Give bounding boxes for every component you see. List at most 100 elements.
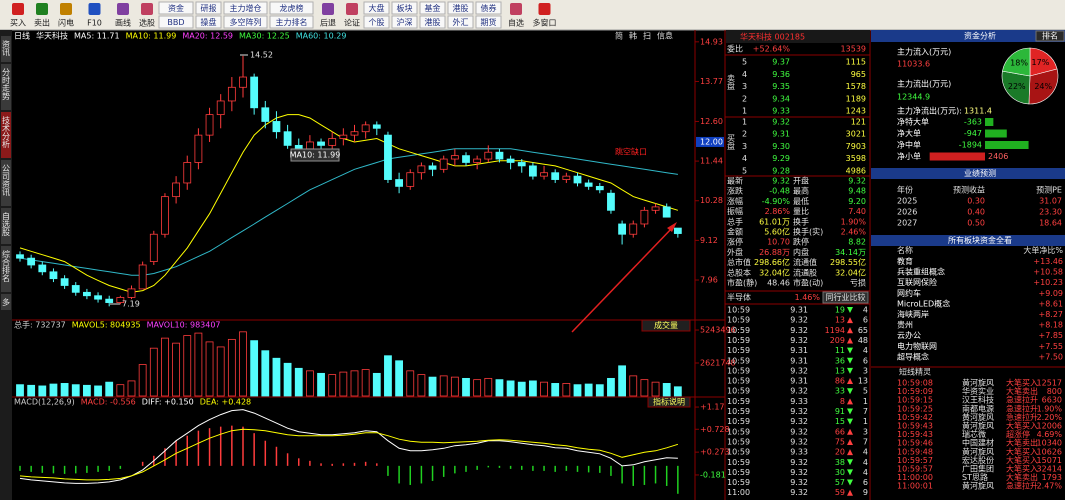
tick-volume: 86 [835, 377, 845, 386]
volume-bar [71, 384, 80, 397]
dea-line [19, 428, 679, 481]
sprite-cell: 10340 [1037, 439, 1062, 448]
toolbar-label[interactable]: 买入 [10, 19, 26, 28]
high-label: 14.52 [250, 51, 273, 60]
toolbar-label[interactable]: 多窗口 [533, 18, 557, 28]
toolbar-label[interactable]: 画线 [115, 18, 131, 28]
quote-value: 9.48 [848, 187, 866, 196]
sector-name[interactable]: 教育 [897, 256, 913, 266]
toolbar-icon[interactable] [60, 3, 72, 15]
toolbar-label: 大盘 [369, 3, 385, 13]
pane-tool[interactable]: 信息 [657, 31, 673, 41]
toolbar-icon[interactable] [141, 3, 153, 15]
toolbar-icon[interactable] [12, 3, 24, 15]
book-level: 4 [742, 154, 747, 163]
sector-name[interactable]: 海峡两岸 [897, 309, 929, 319]
toolbar-button[interactable] [447, 15, 474, 29]
sector-name[interactable]: 网约车 [897, 288, 921, 298]
tick-time: 10:59 [727, 417, 750, 426]
toolbar-button[interactable] [158, 1, 194, 15]
toolbar-icon[interactable] [88, 3, 101, 15]
pane-header: 总手: 732737 [14, 320, 66, 330]
side-tab[interactable] [1, 36, 11, 62]
quote-label: 振幅 [727, 206, 743, 216]
volume-bar [339, 371, 348, 397]
side-tab[interactable] [1, 208, 11, 244]
industry-button[interactable] [822, 291, 869, 304]
tick-time: 10:59 [727, 366, 750, 375]
sector-name[interactable]: 电力物联网 [897, 341, 937, 351]
toolbar-button[interactable] [195, 15, 222, 29]
toolbar-icon[interactable] [117, 3, 129, 15]
toolbar-label[interactable]: 后退 [320, 18, 336, 28]
toolbar-label[interactable]: 选股 [139, 18, 155, 28]
toolbar-button[interactable] [475, 15, 502, 29]
volume-bar [361, 369, 370, 397]
toolbar-icon[interactable] [322, 3, 334, 15]
toolbar-button[interactable] [223, 15, 268, 29]
volume-bar [495, 379, 504, 397]
toolbar-label: 操盘 [201, 17, 217, 27]
toolbar-button[interactable] [363, 1, 390, 15]
toolbar-icon[interactable] [538, 3, 551, 15]
toolbar-button[interactable] [419, 15, 446, 29]
toolbar-label[interactable]: F10 [87, 19, 102, 28]
pie-slice [1001, 70, 1031, 105]
toolbar-button[interactable] [269, 1, 314, 15]
sector-name[interactable]: 贵州 [897, 320, 913, 330]
toolbar-button[interactable] [419, 1, 446, 15]
sector-name[interactable]: 互联网保险 [897, 277, 937, 287]
toolbar-label[interactable]: 卖出 [34, 18, 50, 28]
side-tab[interactable] [1, 294, 11, 310]
sprite-cell: 大笔卖出 [1006, 438, 1038, 448]
toolbar-label[interactable]: 论证 [344, 18, 360, 28]
toolbar-icon[interactable] [346, 3, 358, 15]
toolbar-label[interactable]: 自选 [508, 18, 524, 28]
sector-name[interactable]: 云办公 [897, 330, 921, 340]
sprite-cell: 11:00:01 [897, 482, 933, 491]
pane-tool[interactable]: 韩 [629, 31, 637, 41]
toolbar-button[interactable] [269, 15, 314, 29]
tick-volume: 66 [835, 427, 845, 436]
pane-header: MACD: -0.556 [81, 398, 136, 407]
toolbar-button[interactable] [195, 1, 222, 15]
tick-arrow [847, 337, 853, 344]
volume-bar [607, 377, 615, 397]
volume-bar [16, 384, 24, 397]
toolbar-button[interactable] [363, 15, 390, 29]
side-tab-label: 技术分析 [2, 115, 11, 149]
tick-volume: 15 [835, 417, 845, 426]
toolbar-button[interactable] [158, 15, 194, 29]
toolbar-label[interactable]: 闪电 [58, 18, 74, 28]
quote-label: 总市值 [727, 257, 751, 267]
net-label: 净中单 [897, 140, 921, 150]
pane-tool[interactable]: 扫 [643, 31, 651, 41]
pane-tool[interactable]: 简 [615, 31, 623, 41]
side-tab[interactable] [1, 246, 11, 292]
side-tab[interactable] [1, 160, 11, 206]
toolbar-button[interactable] [223, 1, 268, 15]
sprite-cell: 中国建材 [962, 438, 994, 448]
sector-name[interactable]: 超导概念 [897, 351, 929, 361]
pane-button[interactable] [647, 396, 691, 408]
side-tab[interactable] [1, 64, 11, 110]
column-header: 年份 [897, 185, 913, 195]
toolbar-button[interactable] [391, 1, 418, 15]
rank-button[interactable] [1035, 30, 1065, 42]
side-tab-label: 分时走势 [2, 68, 11, 101]
toolbar-icon[interactable] [510, 3, 522, 15]
tick-price: 9.32 [790, 326, 808, 335]
candle-body [161, 196, 169, 235]
sector-name[interactable]: MicroLED概念 [897, 298, 950, 308]
side-tab[interactable] [1, 112, 11, 158]
annotation-arrowhead [667, 222, 677, 232]
volume-bar [618, 365, 626, 397]
toolbar-icon[interactable] [36, 3, 48, 15]
toolbar-button[interactable] [475, 1, 502, 15]
tick-volume: 36 [835, 356, 845, 365]
toolbar-button[interactable] [391, 15, 418, 29]
pane-button[interactable] [641, 319, 691, 332]
sector-name[interactable]: 兵装重组概念 [897, 267, 945, 277]
volume-bar [640, 379, 649, 397]
toolbar-button[interactable] [447, 1, 474, 15]
